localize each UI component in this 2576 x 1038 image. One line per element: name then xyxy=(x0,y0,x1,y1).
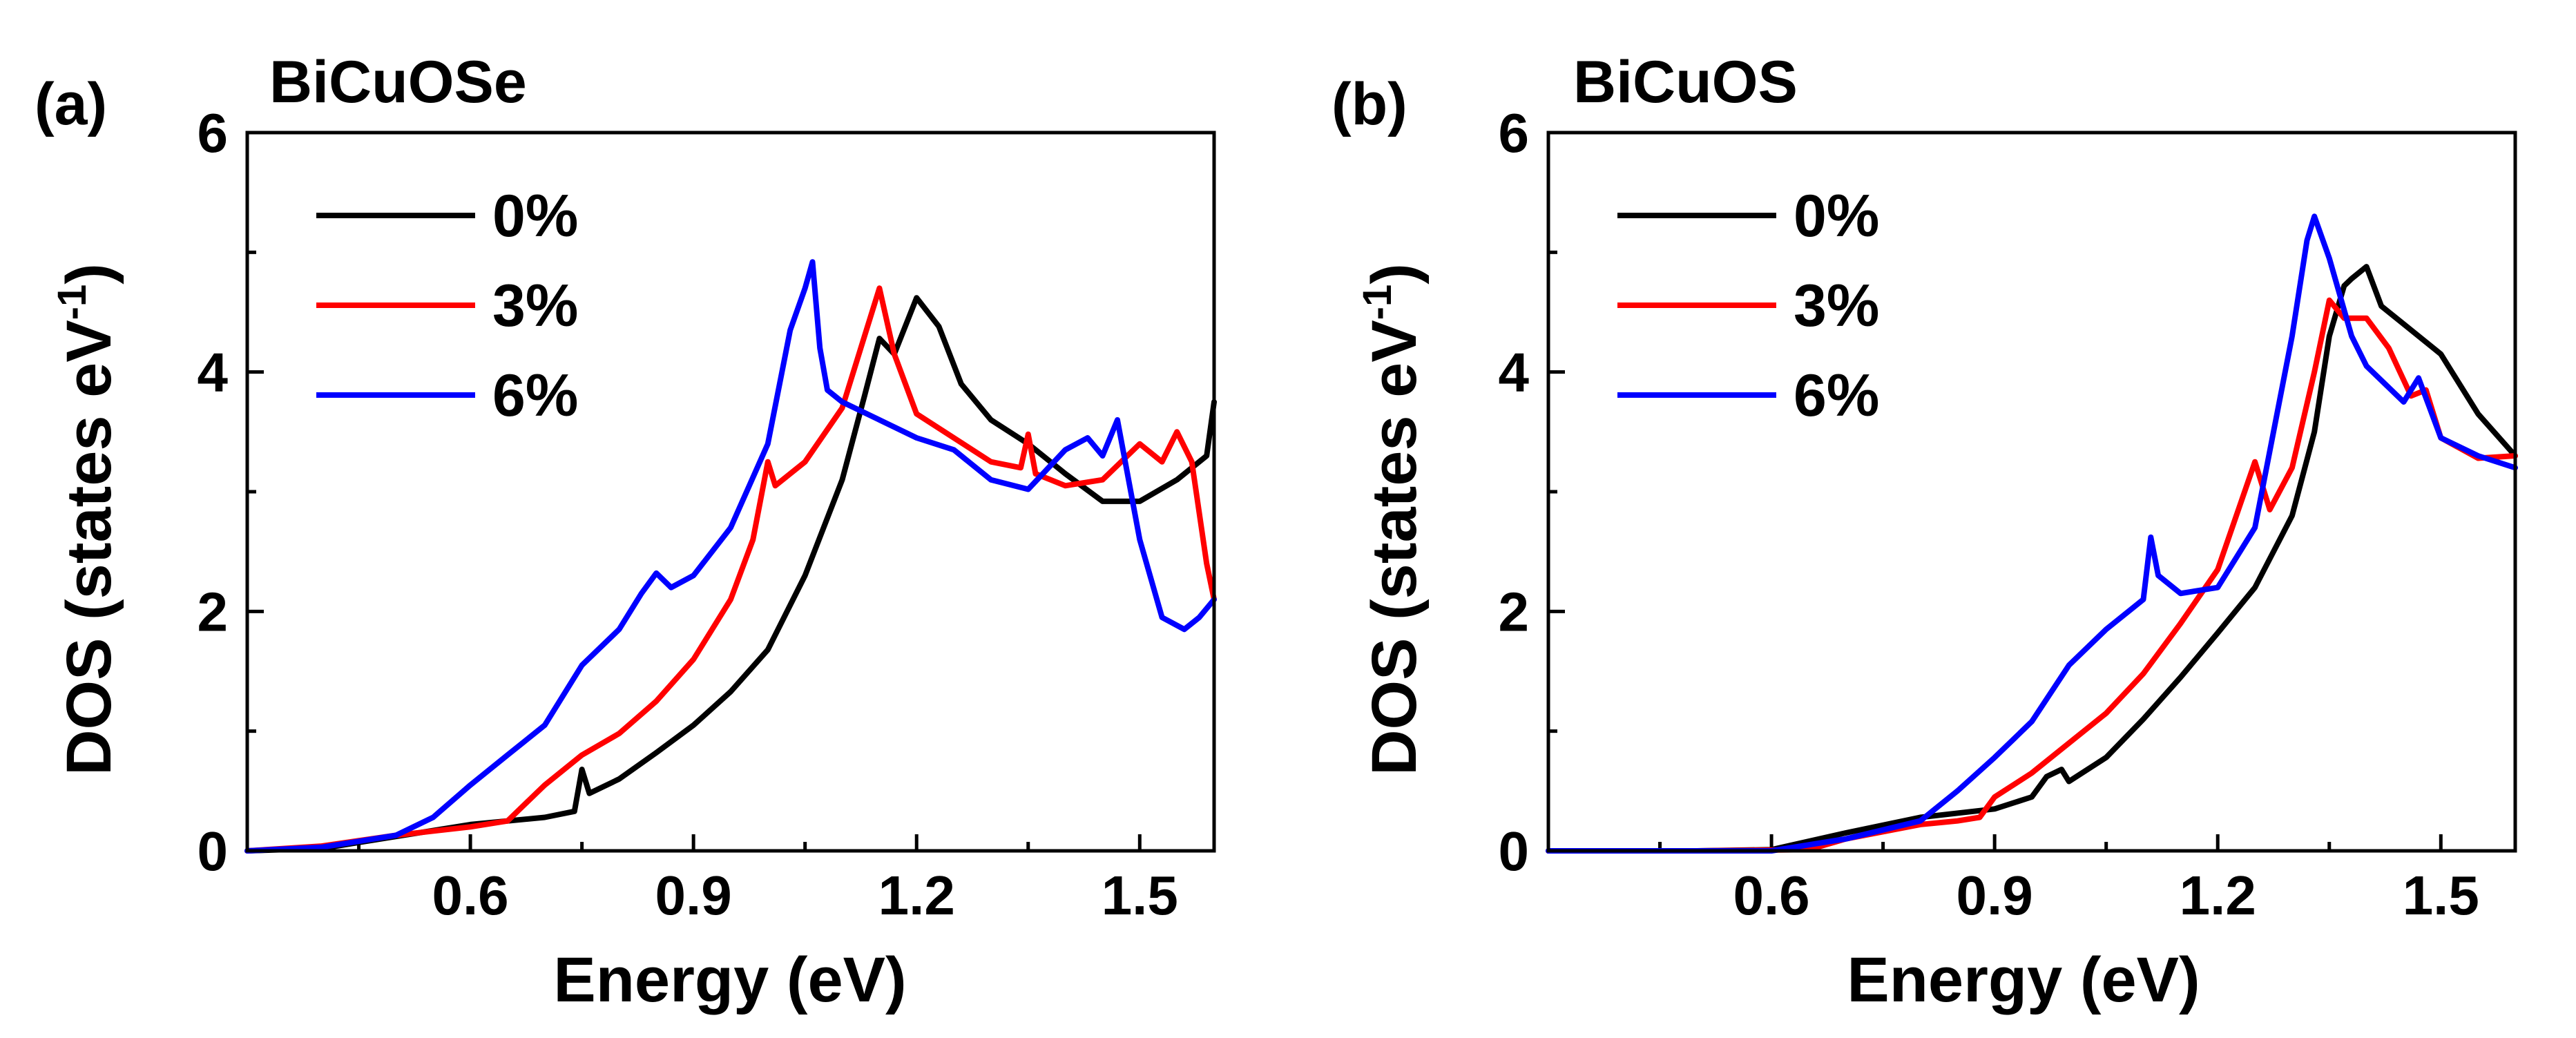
panel-a-y-axis-label: DOS (states eV-1) xyxy=(50,263,124,776)
panel-b-y-axis-label: DOS (states eV-1) xyxy=(1355,263,1430,776)
panel-a-y-axis-label-superscript: -1 xyxy=(50,285,95,320)
panel-b-chart: (b) BiCuOS DOS (states eV-1) Energy (eV)… xyxy=(1332,49,2518,1015)
panel-b-plot-frame xyxy=(1546,131,2517,853)
panel-b-series xyxy=(1546,213,2518,854)
panel-b-series-0pct xyxy=(1546,264,2518,854)
panel-b-y-axis-label-superscript: -1 xyxy=(1355,285,1400,320)
panel-a-x-tick-label-3: 1.5 xyxy=(1102,865,1178,926)
panel-b-ticks: 0.6 0.9 1.2 1.5 0 2 4 6 xyxy=(1499,102,2479,926)
panel-b-legend-label-1: 3% xyxy=(1794,273,1879,339)
panel-b-title: BiCuOS xyxy=(1573,49,1798,115)
panel-a-series-6pct xyxy=(244,259,1217,854)
panel-a-legend: 0% 3% 6% xyxy=(316,183,578,429)
panel-b-x-axis-label: Energy (eV) xyxy=(1847,945,2200,1015)
panel-b-x-tick-label-0: 0.6 xyxy=(1733,865,1809,926)
panel-b-y-tick-label-3: 6 xyxy=(1499,102,1530,164)
panel-a-chart: (a) BiCuOSe DOS (states eV-1) Energy (eV… xyxy=(35,49,1217,1015)
panel-a-y-tick-label-1: 2 xyxy=(198,581,229,642)
panel-a-plot-frame xyxy=(245,131,1216,853)
panel-a-y-axis-label-main: DOS (states eV xyxy=(54,320,124,776)
panel-b-label: (b) xyxy=(1332,71,1407,137)
panel-b-x-tick-label-3: 1.5 xyxy=(2403,865,2479,926)
panel-a-y-tick-label-3: 6 xyxy=(198,102,229,164)
panel-b-x-tick-label-1: 0.9 xyxy=(1957,865,2033,926)
panel-b-y-tick-label-2: 4 xyxy=(1499,342,1530,403)
panel-b-legend: 0% 3% 6% xyxy=(1617,183,1879,429)
panel-b-legend-label-0: 0% xyxy=(1794,183,1879,249)
panel-a-legend-label-1: 3% xyxy=(492,273,578,339)
panel-b-x-tick-label-2: 1.2 xyxy=(2180,865,2256,926)
panel-a-legend-label-0: 0% xyxy=(492,183,578,249)
panel-a-x-tick-label-1: 0.9 xyxy=(655,865,732,926)
panel-a-title: BiCuOSe xyxy=(269,49,527,115)
panel-a-legend-label-2: 6% xyxy=(492,363,578,429)
panel-a-x-axis-label: Energy (eV) xyxy=(553,945,906,1015)
panel-b-series-6pct xyxy=(1546,213,2518,854)
panel-a-y-axis-label-close: ) xyxy=(54,263,124,285)
panel-a-x-tick-label-0: 0.6 xyxy=(432,865,508,926)
panel-b-y-axis-label-main: DOS (states eV xyxy=(1359,320,1430,776)
panel-a-series xyxy=(244,259,1217,854)
panel-b-y-tick-label-0: 0 xyxy=(1499,820,1530,882)
panel-b-series-3pct xyxy=(1546,297,2518,854)
panel-b-legend-label-2: 6% xyxy=(1794,363,1879,429)
panel-a-y-tick-label-2: 4 xyxy=(198,342,229,403)
panel-a-y-tick-label-0: 0 xyxy=(198,820,229,882)
panel-b-y-tick-label-1: 2 xyxy=(1499,581,1530,642)
panel-b-y-axis-label-close: ) xyxy=(1359,263,1430,285)
panel-a-series-3pct xyxy=(244,285,1217,854)
panel-a-label: (a) xyxy=(35,71,107,137)
panel-a-ticks: 0.6 0.9 1.2 1.5 0 2 4 6 xyxy=(198,102,1178,926)
panel-a-x-tick-label-2: 1.2 xyxy=(878,865,955,926)
